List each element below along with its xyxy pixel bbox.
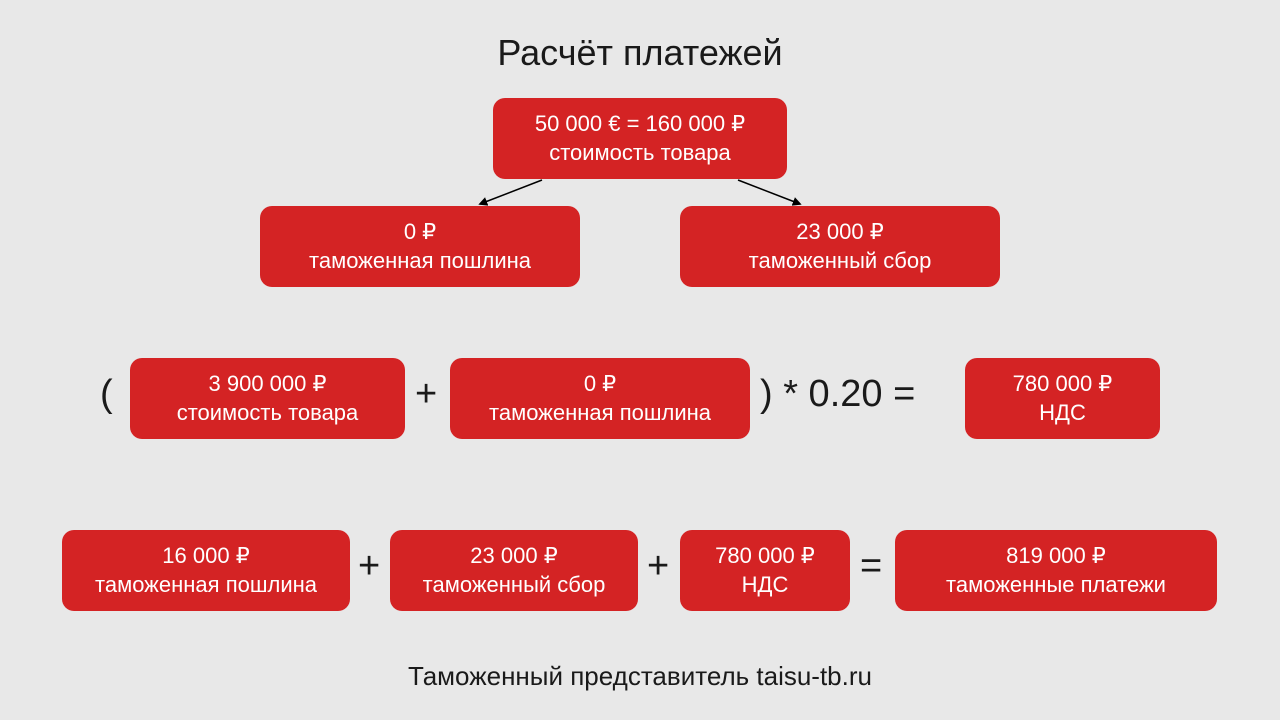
- tree-right-line1: 23 000 ₽: [796, 218, 883, 247]
- total-term1-box: 16 000 ₽ таможенная пошлина: [62, 530, 350, 611]
- total-plus2: +: [647, 545, 669, 588]
- tree-left-line1: 0 ₽: [404, 218, 436, 247]
- total-result-line2: таможенные платежи: [946, 571, 1166, 600]
- total-plus1: +: [358, 545, 380, 588]
- total-term2-line1: 23 000 ₽: [470, 542, 557, 571]
- footer-text: Таможенный представитель taisu-tb.ru: [0, 661, 1280, 692]
- vat-term1-box: 3 900 000 ₽ стоимость товара: [130, 358, 405, 439]
- total-term3-line1: 780 000 ₽: [715, 542, 815, 571]
- page-title: Расчёт платежей: [0, 32, 1280, 74]
- tree-root-box: 50 000 € = 160 000 ₽ стоимость товара: [493, 98, 787, 179]
- vat-open-paren: (: [100, 373, 113, 416]
- tree-root-line1: 50 000 € = 160 000 ₽: [535, 110, 745, 139]
- vat-term1-line1: 3 900 000 ₽: [209, 370, 327, 399]
- total-result-line1: 819 000 ₽: [1006, 542, 1106, 571]
- total-term3-box: 780 000 ₽ НДС: [680, 530, 850, 611]
- vat-result-line1: 780 000 ₽: [1013, 370, 1113, 399]
- total-term1-line1: 16 000 ₽: [162, 542, 249, 571]
- vat-term2-line2: таможенная пошлина: [489, 399, 711, 428]
- arrow-left-icon: [470, 178, 550, 208]
- total-result-box: 819 000 ₽ таможенные платежи: [895, 530, 1217, 611]
- tree-root-line2: стоимость товара: [549, 139, 731, 168]
- total-term2-line2: таможенный сбор: [423, 571, 606, 600]
- vat-result-line2: НДС: [1039, 399, 1086, 428]
- arrow-right-icon: [730, 178, 810, 208]
- tree-right-box: 23 000 ₽ таможенный сбор: [680, 206, 1000, 287]
- total-term3-line2: НДС: [742, 571, 789, 600]
- tree-left-line2: таможенная пошлина: [309, 247, 531, 276]
- total-term2-box: 23 000 ₽ таможенный сбор: [390, 530, 638, 611]
- tree-left-box: 0 ₽ таможенная пошлина: [260, 206, 580, 287]
- tree-right-line2: таможенный сбор: [749, 247, 932, 276]
- vat-close-mult: ) * 0.20 =: [760, 373, 915, 416]
- total-term1-line2: таможенная пошлина: [95, 571, 317, 600]
- vat-plus: +: [415, 373, 437, 416]
- total-equals: =: [860, 545, 882, 588]
- vat-term2-box: 0 ₽ таможенная пошлина: [450, 358, 750, 439]
- vat-result-box: 780 000 ₽ НДС: [965, 358, 1160, 439]
- vat-term2-line1: 0 ₽: [584, 370, 616, 399]
- vat-term1-line2: стоимость товара: [177, 399, 359, 428]
